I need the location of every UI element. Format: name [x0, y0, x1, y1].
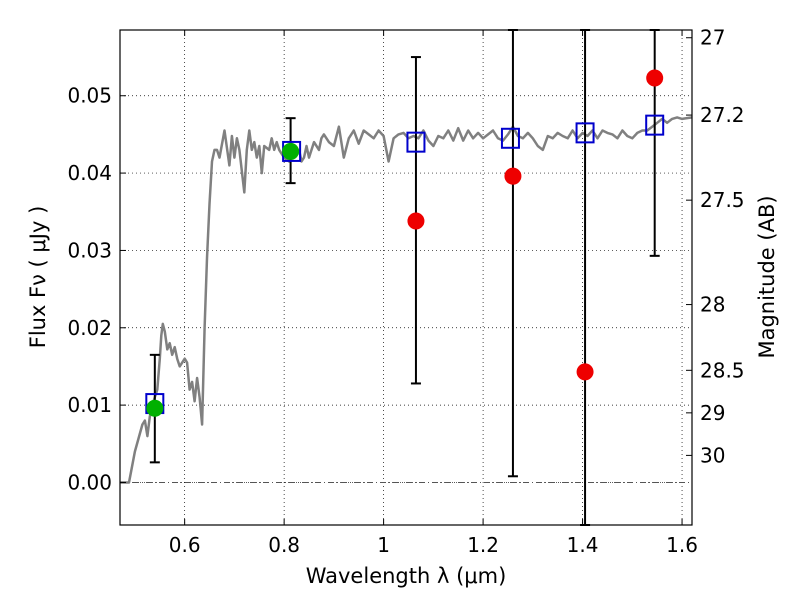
model-photometry-point: [575, 122, 595, 144]
right-tick-label: 29: [700, 401, 725, 425]
x-tick-label: 1.4: [567, 533, 599, 557]
grid: [120, 30, 692, 525]
right-tick-label: 28: [700, 293, 725, 317]
observed-point: [576, 363, 594, 381]
x-tick-label: 1.6: [666, 533, 698, 557]
model-photometry-point: [406, 131, 426, 153]
observed-point: [407, 212, 425, 230]
x-tick-label: 0.6: [169, 533, 201, 557]
right-tick-label: 27: [700, 26, 725, 50]
model-template-line: [120, 116, 693, 484]
y-tick-label: 0.03: [67, 238, 112, 262]
model-photometry-point: [645, 114, 665, 136]
right-tick-label: 27.2: [700, 103, 745, 127]
y-tick-label: 0.02: [67, 316, 112, 340]
right-axis-label: Magnitude (AB): [755, 195, 779, 358]
right-tick-label: 28.5: [700, 358, 745, 382]
y-tick-label: 0.04: [67, 161, 112, 185]
x-tick-label: 1.2: [467, 533, 499, 557]
y-tick-label: 0.01: [67, 393, 112, 417]
model-photometry-point: [500, 127, 520, 149]
observed-point: [282, 142, 300, 160]
right-axis-ticks: 27 27.2 27.5 28 28.5 29 30: [686, 26, 745, 467]
x-axis-label: Wavelength λ (μm): [306, 564, 507, 588]
observed-point: [504, 167, 522, 185]
y-tick-label: 0.00: [67, 470, 112, 494]
y-axis-ticks: 0.00 0.01 0.02 0.03 0.04 0.05: [67, 84, 126, 494]
x-tick-label: 1: [377, 533, 390, 557]
y-tick-label: 0.05: [67, 84, 112, 108]
y-axis-label: Flux Fν ( μJy ): [26, 206, 50, 349]
plot-background: [120, 30, 692, 525]
plot-frame: [119, 29, 693, 526]
x-axis-ticks: 0.6 0.8 1 1.2 1.4 1.6: [169, 30, 698, 557]
observed-markers: [146, 69, 664, 417]
right-tick-label: 27.5: [700, 188, 745, 212]
observed-point: [646, 69, 664, 87]
x-tick-label: 0.8: [268, 533, 300, 557]
observed-point: [146, 399, 164, 417]
model-photometry-markers: [145, 114, 665, 415]
right-tick-label: 30: [700, 443, 725, 467]
